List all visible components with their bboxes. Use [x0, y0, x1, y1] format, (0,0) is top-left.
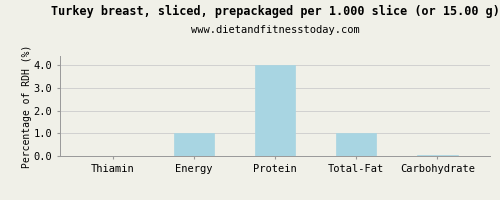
Bar — [254, 65, 296, 156]
Bar — [174, 133, 214, 156]
Text: www.dietandfitnesstoday.com: www.dietandfitnesstoday.com — [190, 25, 360, 35]
Bar — [417, 155, 458, 156]
Text: Turkey breast, sliced, prepackaged per 1.000 slice (or 15.00 g): Turkey breast, sliced, prepackaged per 1… — [50, 5, 500, 18]
Bar — [336, 133, 376, 156]
Y-axis label: Percentage of RDH (%): Percentage of RDH (%) — [22, 44, 32, 168]
